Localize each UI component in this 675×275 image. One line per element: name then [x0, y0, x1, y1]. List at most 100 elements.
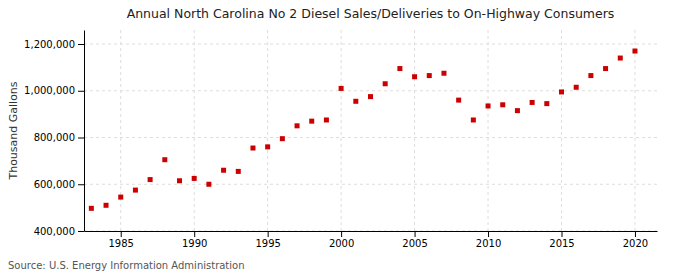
grid-line-x	[120, 30, 121, 231]
x-tick-label: 2005	[402, 238, 427, 249]
x-tick-label: 1995	[255, 238, 280, 249]
x-tick: 2005	[402, 231, 427, 249]
x-tick-label: 1985	[109, 238, 134, 249]
point	[265, 144, 270, 149]
point	[559, 89, 564, 94]
point	[486, 103, 491, 108]
y-axis: 400,000 600,000 800,000 1,000,000 1,200,000	[24, 31, 84, 237]
y-tick-label: 1,200,000	[24, 39, 75, 50]
point	[427, 73, 432, 78]
x-tick: 2000	[329, 231, 354, 249]
plot: 1985 1990 1995 2000 2005 2010 2015 2020 400,000 6…	[24, 30, 657, 249]
point	[471, 117, 476, 122]
grid-line-x	[634, 30, 635, 231]
point	[515, 108, 520, 113]
x-axis: 1985 1990 1995 2000 2005 2010 2015 2020	[85, 231, 658, 249]
grid-line-x	[414, 30, 415, 231]
x-tick: 1985	[109, 231, 134, 249]
point	[441, 71, 446, 76]
x-tick: 2020	[623, 231, 648, 249]
x-tick: 1995	[255, 231, 280, 249]
grid-line-y	[84, 137, 657, 138]
y-tick-label: 600,000	[34, 179, 75, 190]
source-note: Source: U.S. Energy Information Administ…	[8, 260, 245, 271]
point	[412, 74, 417, 79]
x-tick-mark	[341, 231, 342, 237]
point	[588, 73, 593, 78]
point	[383, 81, 388, 86]
grid-line-y	[84, 184, 657, 185]
x-tick-mark	[415, 231, 416, 237]
x-tick-mark	[121, 231, 122, 237]
points	[89, 49, 638, 211]
point	[280, 136, 285, 141]
chart: 1985 1990 1995 2000 2005 2010 2015 2020 400,000 6…	[0, 0, 675, 275]
point	[574, 85, 579, 90]
grid-line-y	[84, 44, 657, 45]
point	[530, 100, 535, 105]
title: Annual North Carolina No 2 Diesel Sales/…	[127, 6, 615, 21]
y-tick-label: 800,000	[34, 132, 75, 143]
point	[133, 188, 138, 193]
y-tick: 800,000	[34, 132, 84, 143]
point	[295, 123, 300, 128]
point	[339, 86, 344, 91]
x-tick-mark	[194, 231, 195, 237]
y-tick-mark	[78, 91, 84, 92]
point	[353, 99, 358, 104]
point	[118, 195, 123, 200]
grid-line-y	[84, 231, 657, 232]
y-tick-mark	[78, 138, 84, 139]
grid-line-x	[341, 30, 342, 231]
point	[236, 169, 241, 174]
y-tick-mark	[78, 44, 84, 45]
x-axis-line	[85, 231, 658, 232]
x-tick-label: 2010	[476, 238, 501, 249]
y-tick: 1,200,000	[24, 39, 84, 50]
x-tick: 2015	[549, 231, 574, 249]
point	[368, 94, 373, 99]
point	[397, 66, 402, 71]
point	[221, 168, 226, 173]
x-tick-mark	[268, 231, 269, 237]
x-tick-label: 2000	[329, 238, 354, 249]
point	[206, 182, 211, 187]
point	[162, 157, 167, 162]
point	[104, 203, 109, 208]
grid-line-x	[488, 30, 489, 231]
y-axis-title: Thousand Gallons	[7, 81, 20, 180]
grid-line-x	[561, 30, 562, 231]
y-axis-line	[84, 31, 85, 232]
x-tick-mark	[562, 231, 563, 237]
y-tick-mark	[78, 184, 84, 185]
y-tick-label: 1,000,000	[24, 85, 75, 96]
x-tick-label: 2015	[549, 238, 574, 249]
y-tick: 1,000,000	[24, 85, 84, 96]
point	[544, 101, 549, 106]
y-tick-label: 400,000	[34, 226, 75, 237]
point	[177, 178, 182, 183]
point	[632, 49, 637, 54]
grid-line-y	[84, 90, 657, 91]
point	[324, 117, 329, 122]
x-tick-label: 1990	[182, 238, 207, 249]
point	[148, 177, 153, 182]
x-tick-label: 2020	[623, 238, 648, 249]
x-tick: 1990	[182, 231, 207, 249]
point	[89, 206, 94, 211]
x-tick-mark	[635, 231, 636, 237]
point	[618, 56, 623, 61]
y-tick-mark	[78, 231, 84, 232]
grid-line-x	[194, 30, 195, 231]
grid-line-x	[267, 30, 268, 231]
x-tick: 2010	[476, 231, 501, 249]
grid	[84, 30, 657, 231]
y-tick: 600,000	[34, 179, 84, 190]
point	[456, 98, 461, 103]
x-tick-mark	[488, 231, 489, 237]
point	[500, 102, 505, 107]
point	[309, 119, 314, 124]
point	[250, 146, 255, 151]
point	[192, 176, 197, 181]
y-tick: 400,000	[34, 226, 84, 237]
